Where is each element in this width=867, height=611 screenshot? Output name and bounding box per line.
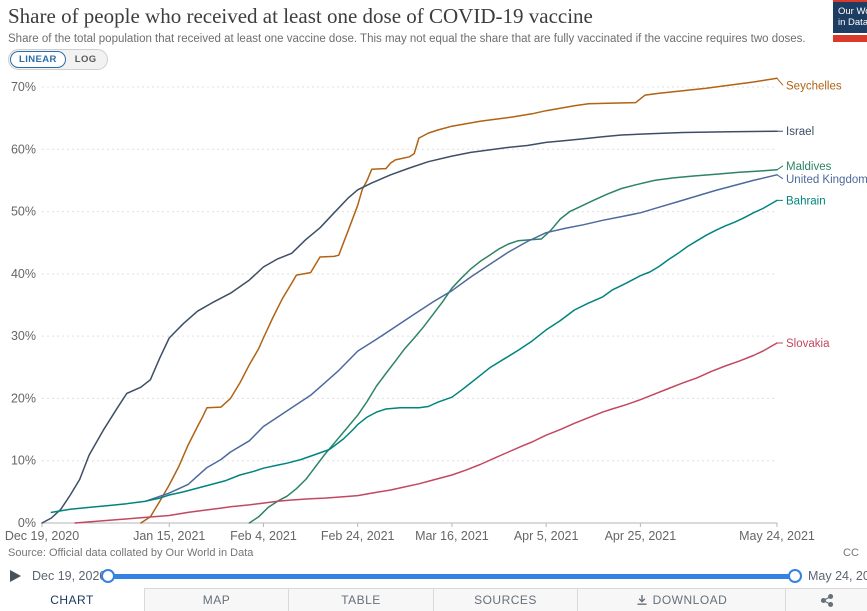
series-label-connector-seychelles — [776, 77, 784, 86]
tab-download-label: DOWNLOAD — [652, 593, 728, 607]
series-label-connector-maldives — [776, 165, 784, 171]
owid-logo-line1: Our World — [838, 6, 867, 17]
tab-download[interactable]: DOWNLOAD — [577, 588, 785, 611]
x-tick-label-jan-15-2021: Jan 15, 2021 — [133, 529, 205, 543]
timeline-end-label: May 24, 2021 — [808, 569, 867, 583]
owid-logo-line2: in Data — [838, 17, 867, 28]
owid-logo-red-bar-bottom — [833, 35, 867, 42]
series-label-seychelles[interactable]: Seychelles — [786, 80, 842, 92]
tab-share[interactable] — [785, 588, 867, 611]
timeline-control: Dec 19, 2020 May 24, 2021 — [0, 565, 867, 588]
owid-logo-text: Our World in Data — [833, 2, 867, 33]
series-line-united-kingdom — [144, 174, 778, 502]
y-tick-label-60%: 60% — [11, 142, 36, 156]
x-tick-label-apr-25-2021: Apr 25, 2021 — [605, 529, 677, 543]
series-label-slovakia[interactable]: Slovakia — [786, 338, 830, 350]
line-chart-canvas[interactable]: 0% 10% 20% 30% 40% 50% 60% 70% Dec 19, 2020 Jan 1… — [0, 70, 867, 548]
owid-logo[interactable]: Our World in Data — [833, 0, 867, 42]
series-line-israel — [41, 130, 778, 524]
page-title: Share of people who received at least on… — [8, 4, 593, 28]
scale-toggle: LINEAR LOG — [8, 49, 108, 70]
series-line-seychelles — [140, 77, 778, 524]
y-tick-label-10%: 10% — [11, 454, 36, 468]
download-icon — [636, 594, 648, 606]
tab-chart[interactable]: CHART — [0, 588, 144, 611]
tab-table[interactable]: TABLE — [288, 588, 433, 611]
series-label-israel[interactable]: Israel — [786, 126, 814, 138]
tab-map-label: MAP — [202, 593, 231, 607]
license-label: CC — [843, 547, 859, 559]
timeline-slider-track[interactable] — [108, 574, 795, 579]
linear-scale-button[interactable]: LINEAR — [10, 51, 66, 68]
series-label-maldives[interactable]: Maldives — [786, 161, 832, 173]
series-label-united-kingdom[interactable]: United Kingdom — [786, 174, 867, 186]
x-tick-label-dec-19-2020: Dec 19, 2020 — [5, 529, 79, 543]
series-line-bahrain — [50, 199, 778, 514]
timeline-start-label: Dec 19, 2020 — [32, 569, 107, 583]
tab-table-label: TABLE — [341, 593, 381, 607]
x-tick-label-may-24-2021: May 24, 2021 — [739, 529, 815, 543]
tab-sources[interactable]: SOURCES — [433, 588, 577, 611]
timeline-handle-start[interactable] — [101, 569, 115, 583]
x-tick-label-mar-16-2021: Mar 16, 2021 — [415, 529, 489, 543]
y-tick-label-40%: 40% — [11, 267, 36, 281]
x-tick-label-feb-24-2021: Feb 24, 2021 — [321, 529, 395, 543]
log-scale-button[interactable]: LOG — [66, 51, 106, 68]
footer-tab-bar: CHART MAP TABLE SOURCES DOWNLOAD — [0, 588, 867, 611]
play-icon[interactable] — [10, 570, 21, 582]
source-note: Source: Official data collated by Our Wo… — [8, 547, 254, 559]
page-subtitle: Share of the total population that recei… — [8, 33, 806, 45]
series-label-connector-united-kingdom — [776, 174, 784, 180]
tab-chart-label: CHART — [50, 593, 94, 607]
x-tick-label-apr-5-2021: Apr 5, 2021 — [514, 529, 579, 543]
tab-map[interactable]: MAP — [144, 588, 288, 611]
y-tick-label-0%: 0% — [18, 516, 36, 530]
share-icon — [820, 593, 834, 607]
timeline-handle-end[interactable] — [788, 569, 802, 583]
tab-sources-label: SOURCES — [474, 593, 537, 607]
owid-logo-red-bar-top — [833, 0, 867, 2]
y-tick-label-50%: 50% — [11, 205, 36, 219]
series-line-slovakia — [74, 342, 778, 524]
series-label-bahrain[interactable]: Bahrain — [786, 195, 826, 207]
y-tick-label-70%: 70% — [11, 80, 36, 94]
y-tick-label-30%: 30% — [11, 329, 36, 343]
series-line-maldives — [248, 169, 778, 524]
y-tick-label-20%: 20% — [11, 391, 36, 405]
x-tick-label-feb-4-2021: Feb 4, 2021 — [230, 529, 297, 543]
